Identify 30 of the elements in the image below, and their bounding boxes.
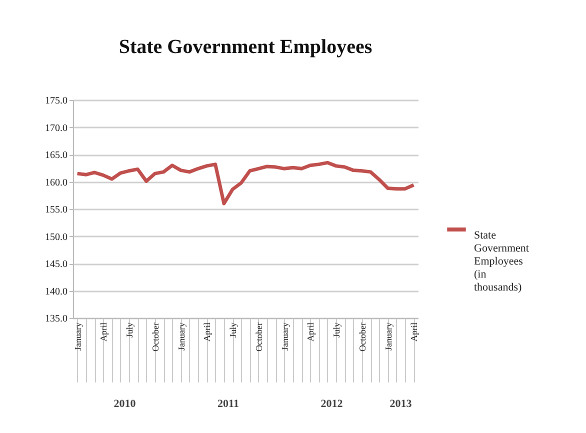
- x-tick-label: January: [280, 322, 290, 350]
- y-tick-label: 165.0: [45, 150, 68, 161]
- text: 2010: [114, 398, 136, 410]
- y-tick-label: 155.0: [45, 204, 68, 216]
- y-tick-label: 140.0: [45, 286, 68, 298]
- text: 2011: [218, 398, 239, 410]
- y-tick-label: 135.0: [45, 314, 68, 324]
- x-tick-label: October: [254, 322, 264, 352]
- x-tick-label: July: [124, 322, 135, 338]
- x-tick-label: January: [72, 322, 83, 350]
- x-tick-label: April: [409, 322, 420, 342]
- y-tick-label: 170.0: [45, 122, 68, 134]
- x-tick-label: October: [150, 322, 160, 352]
- legend-label: State Government Employees (in thousands): [474, 230, 529, 294]
- x-tick-label: January: [383, 322, 394, 350]
- x-tick-label: July: [332, 322, 342, 338]
- y-tick-label: 175.0: [45, 96, 68, 106]
- x-tick-label: October: [357, 322, 368, 352]
- x-tick-label: January: [176, 322, 186, 350]
- text: 2012: [320, 398, 344, 410]
- x-tick-label: April: [98, 322, 109, 342]
- chart-title: State Government Employees: [118, 36, 372, 58]
- text: 2013: [390, 398, 412, 410]
- y-tick-label: 150.0: [45, 232, 68, 243]
- x-tick-label: April: [202, 322, 212, 342]
- line-series: [76, 160, 416, 206]
- x-tick-label: July: [228, 322, 238, 338]
- y-tick-label: 160.0: [45, 177, 68, 188]
- y-tick-label: 145.0: [45, 259, 68, 270]
- x-tick-label: April: [306, 322, 316, 342]
